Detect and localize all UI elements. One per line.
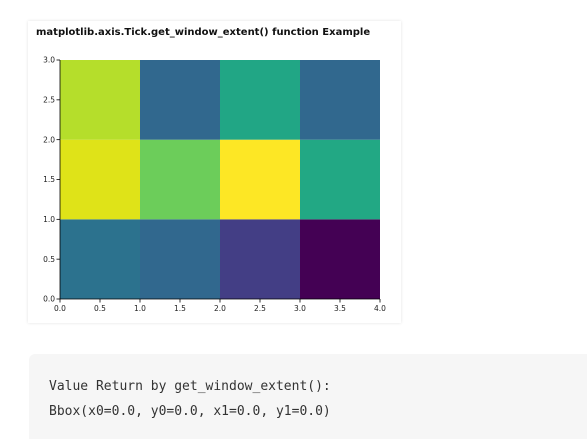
heatmap-cell <box>140 60 220 140</box>
y-tick-label: 0.5 <box>43 255 55 264</box>
output-line-1: Value Return by get_window_extent(): <box>49 379 331 394</box>
x-tick-label: 2.0 <box>214 304 226 313</box>
x-tick-label: 3.0 <box>294 304 306 313</box>
x-tick-label: 1.5 <box>174 304 186 313</box>
chart-title: matplotlib.axis.Tick.get_window_extent()… <box>36 27 371 38</box>
heatmap-cell <box>220 219 300 299</box>
heatmap-cell <box>60 60 140 140</box>
heatmap-cell <box>300 219 380 299</box>
heatmap-cell <box>60 219 140 299</box>
x-tick-label: 4.0 <box>374 304 386 313</box>
heatmap-cell <box>140 139 220 220</box>
heatmap-cell <box>220 139 300 220</box>
x-tick-label: 0.0 <box>54 304 66 313</box>
output-line-2: Bbox(x0=0.0, y0=0.0, x1=0.0, y1=0.0) <box>49 404 331 419</box>
heatmap-cell <box>300 139 380 220</box>
y-tick-label: 2.0 <box>43 135 55 144</box>
output-code-block <box>29 354 587 439</box>
x-tick-label: 0.5 <box>94 304 106 313</box>
heatmap-cell <box>220 60 300 140</box>
heatmap-cell <box>300 60 380 140</box>
y-tick-label: 1.0 <box>43 215 55 224</box>
y-tick-label: 2.5 <box>43 95 55 104</box>
y-tick-label: 1.5 <box>43 175 55 184</box>
x-tick-label: 1.0 <box>134 304 146 313</box>
heatmap-cell <box>140 219 220 299</box>
x-tick-label: 2.5 <box>254 304 266 313</box>
y-tick-label: 3.0 <box>43 56 55 65</box>
y-tick-label: 0.0 <box>43 295 55 304</box>
heatmap-cell <box>60 139 140 220</box>
x-tick-label: 3.5 <box>334 304 346 313</box>
